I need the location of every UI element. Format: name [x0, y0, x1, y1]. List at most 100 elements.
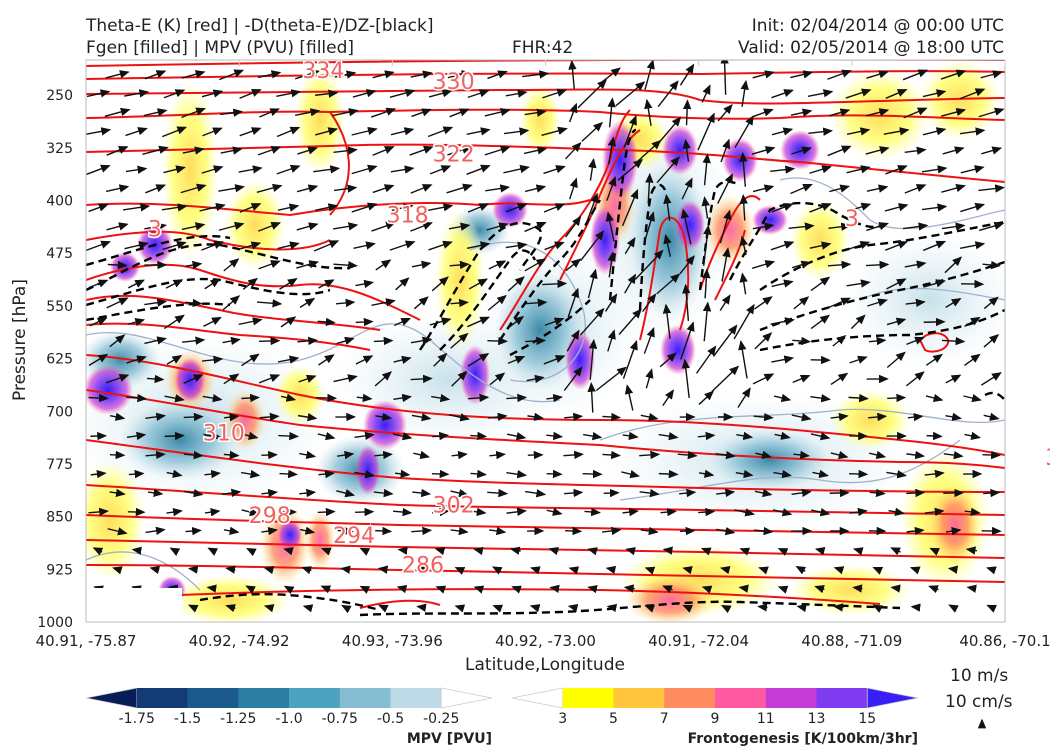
wind-arrow: [736, 431, 754, 441]
wind-arrow: [351, 202, 378, 213]
wind-arrow: [980, 70, 1003, 79]
wind-arrow: [866, 222, 889, 232]
wind-arrow: [317, 507, 336, 517]
wind-arrow: [147, 488, 164, 497]
wind-arrow: [241, 393, 260, 403]
wind-arrow: [701, 196, 710, 219]
wind-arrow: [738, 340, 748, 379]
wind-arrow: [184, 260, 203, 270]
wind-arrow: [524, 221, 547, 233]
wind-arrow: [181, 107, 206, 119]
wind-arrow: [334, 70, 357, 79]
wind-arrow: [978, 184, 1005, 193]
wind-arrow: [788, 222, 815, 231]
y-tick-label: 775: [46, 457, 73, 473]
wind-arrow: [682, 99, 692, 126]
y-tick-label: 1000: [37, 615, 73, 631]
wind-arrow: [296, 184, 319, 193]
wind-arrow: [218, 184, 245, 193]
wind-arrow: [906, 450, 925, 460]
wind-arrow: [910, 603, 921, 612]
wind-arrow: [644, 60, 655, 90]
wind-arrow: [790, 70, 814, 79]
wind-arrow: [374, 371, 392, 387]
theta-e-label: 318: [387, 204, 429, 229]
wind-arrow: [276, 126, 301, 138]
wind-arrow: [448, 222, 471, 231]
wind-arrow: [753, 526, 774, 536]
wind-arrow: [905, 371, 925, 387]
wind-arrow: [563, 366, 583, 391]
wind-arrow: [318, 354, 335, 366]
wind-arrow: [316, 393, 338, 403]
wind-arrow: [300, 526, 316, 535]
x-axis: 40.91, -75.87 40.92, -74.92 40.93, -73.96 4…: [36, 60, 1050, 650]
wind-arrow: [202, 355, 224, 365]
colorbar-tick-label: -1.5: [174, 711, 201, 727]
wind-arrow: [758, 566, 769, 575]
wind-arrow: [849, 355, 868, 364]
wind-arrow: [279, 469, 298, 479]
x-tick-label: 40.92, -73.00: [495, 632, 596, 650]
wind-arrow: [434, 547, 446, 556]
wind-arrow: [239, 203, 262, 213]
wind-arrow: [658, 469, 679, 479]
wind-arrow: [352, 89, 377, 98]
wind-arrow: [662, 389, 674, 407]
wind-arrow: [223, 258, 240, 272]
wind-arrow: [88, 279, 109, 289]
wind-arrow: [846, 127, 871, 136]
wind-arrow: [922, 127, 947, 136]
colorbar-swatch: [339, 688, 391, 708]
wind-arrow: [166, 507, 183, 517]
wind-arrow: [720, 604, 732, 614]
wind-arrow: [259, 412, 280, 422]
wind-arrow: [790, 183, 813, 195]
wind-arrow: [792, 260, 812, 269]
wind-arrow: [492, 604, 504, 613]
colorbar-tick-label: 3: [558, 711, 567, 727]
wind-arrow: [107, 527, 128, 536]
wind-arrow: [351, 164, 378, 175]
wind-arrow: [223, 526, 240, 535]
wind-arrow: [144, 70, 167, 80]
wind-arrow: [489, 526, 507, 536]
wind-arrow: [503, 164, 530, 174]
y-tick-label: 475: [46, 246, 73, 262]
wind-arrow: [125, 165, 148, 174]
wind-arrow: [643, 211, 655, 242]
colorbar-tick-label: 9: [711, 711, 720, 727]
wind-arrow: [711, 365, 740, 392]
wind-arrow: [505, 203, 528, 213]
wind-arrow: [88, 393, 109, 403]
wind-arrow: [963, 393, 982, 403]
wind-arrow: [392, 432, 413, 441]
wind-arrow: [112, 566, 123, 575]
wind-arrow: [982, 260, 1001, 270]
wind-arrow: [183, 412, 204, 422]
wind-arrow: [505, 89, 528, 98]
wind-arrow: [375, 412, 393, 422]
wind-arrow: [317, 431, 336, 441]
wind-arrow: [906, 336, 925, 346]
wind-arrow: [568, 177, 578, 200]
wind-arrow: [846, 241, 871, 251]
wind-arrow: [606, 603, 618, 613]
forecast-hour: FHR:42: [512, 38, 574, 58]
wind-arrow: [468, 393, 490, 403]
wind-arrow: [549, 584, 560, 593]
wind-arrow: [109, 488, 126, 498]
wind-arrow: [238, 165, 263, 174]
theta-e-label: 286: [402, 553, 444, 578]
wind-arrow: [682, 604, 694, 613]
wind-arrow: [618, 308, 642, 335]
wind-arrow: [470, 431, 488, 441]
wind-arrow: [791, 488, 812, 498]
wind-arrow: [259, 108, 280, 118]
wind-arrow: [587, 585, 598, 594]
wind-arrow: [86, 240, 111, 251]
wind-arrow: [584, 507, 601, 517]
wind-arrow: [640, 526, 659, 536]
wind-arrow: [865, 260, 890, 270]
wind-arrow: [752, 260, 776, 269]
